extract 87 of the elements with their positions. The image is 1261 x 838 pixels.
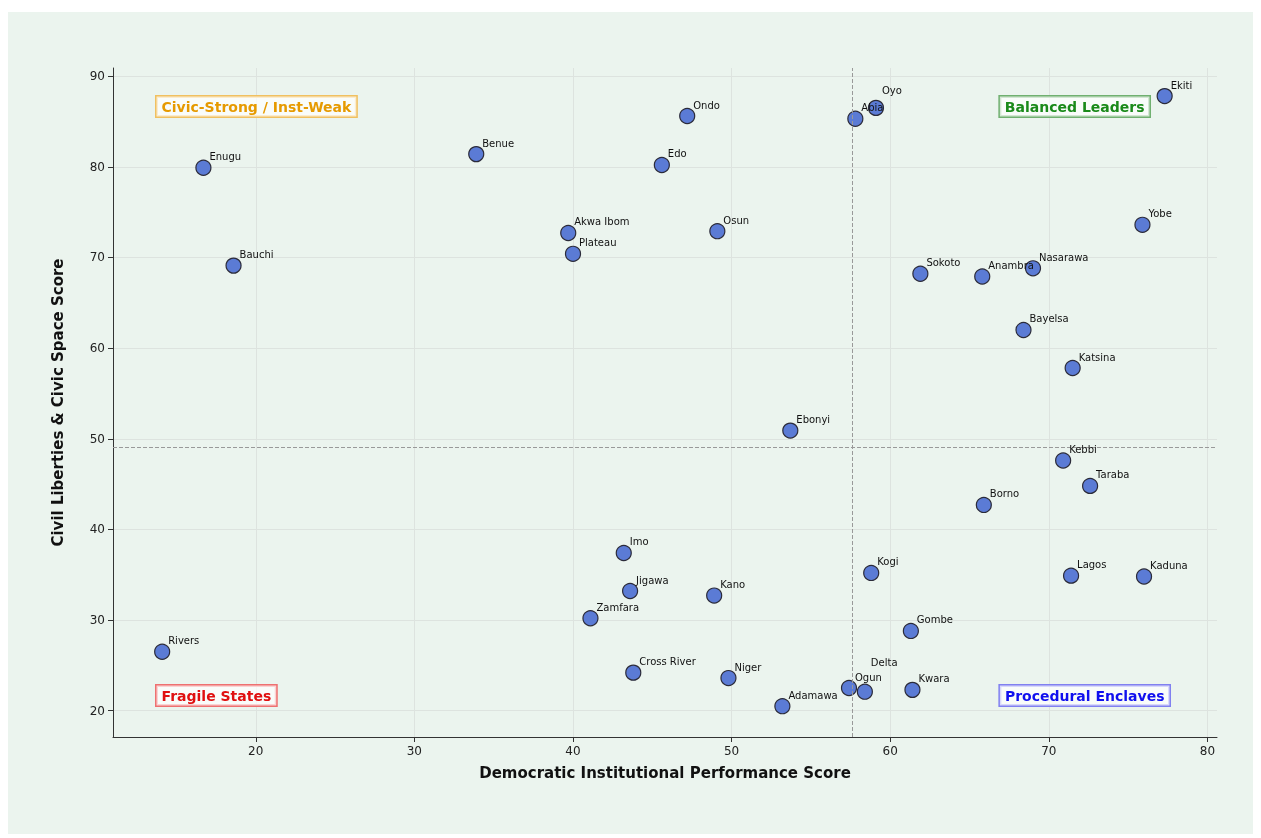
annotation: Niger — [734, 661, 763, 673]
annotation: Fragile States — [161, 687, 272, 704]
annotation: Civic-Strong / Inst-Weak — [161, 98, 353, 115]
annotation: Kebbi — [1069, 444, 1097, 456]
point — [1134, 216, 1151, 233]
point — [902, 622, 919, 640]
point — [1064, 359, 1081, 377]
point — [564, 245, 582, 262]
point — [904, 681, 921, 698]
annotation: Bayelsa — [1029, 313, 1069, 325]
annotation: Bauchi — [239, 249, 274, 261]
annotation: Plateau — [579, 237, 617, 249]
point — [225, 257, 242, 274]
y-tick-label: 20 — [89, 703, 105, 718]
point — [195, 159, 212, 176]
y-tick-label: 80 — [89, 159, 105, 174]
annotation: Nasarawa — [1039, 251, 1089, 263]
point — [974, 268, 991, 285]
point — [468, 146, 485, 163]
annotation: Sokoto — [926, 257, 961, 269]
point — [975, 496, 992, 514]
point — [709, 223, 726, 240]
point — [774, 698, 791, 715]
annotation: Procedural Enclaves — [1004, 687, 1165, 704]
annotation: Osun — [723, 214, 750, 226]
annotation: Edo — [667, 148, 687, 160]
point — [154, 643, 171, 660]
annotation: Borno — [989, 488, 1020, 500]
x-axis-title: Democratic Institutional Performance Score — [479, 763, 851, 782]
annotation: Balanced Leaders — [1004, 98, 1145, 115]
x-tick-label: 40 — [565, 744, 581, 758]
point — [1135, 568, 1153, 585]
y-tick-label: 40 — [89, 522, 105, 537]
y-tick-label: 30 — [89, 613, 105, 628]
annotation: Enugu — [209, 151, 242, 163]
annotation: Ekiti — [1170, 79, 1193, 91]
point — [912, 265, 929, 282]
annotation: Cross River — [639, 656, 697, 668]
point — [1156, 88, 1173, 105]
point — [856, 683, 873, 700]
y-axis-title: Civil Liberties & Civic Space Score — [48, 258, 67, 547]
annotation: Akwa Ibom — [574, 216, 630, 228]
point — [625, 664, 642, 681]
point — [863, 564, 880, 582]
point — [1015, 321, 1032, 339]
point — [782, 422, 799, 439]
annotation: Katsina — [1078, 351, 1116, 363]
point — [560, 224, 577, 242]
annotation: Rivers — [168, 635, 200, 647]
y-tick-label: 50 — [89, 431, 105, 446]
y-tick-label: 90 — [89, 69, 105, 84]
point — [720, 669, 737, 687]
point — [1082, 477, 1099, 494]
x-tick-label: 70 — [1041, 744, 1057, 758]
annotation: Yobe — [1147, 208, 1172, 220]
annotation: Benue — [482, 137, 515, 149]
point — [847, 110, 864, 127]
point — [653, 156, 670, 174]
point — [679, 107, 696, 125]
y-tick-label: 60 — [89, 341, 105, 356]
annotation: Zamfara — [596, 601, 640, 613]
annotation: Kaduna — [1150, 560, 1188, 572]
x-tick-label: 20 — [248, 744, 264, 758]
point — [1062, 567, 1080, 584]
annotation: Jigawa — [635, 574, 669, 586]
annotation: Taraba — [1095, 469, 1130, 481]
x-tick-label: 60 — [882, 744, 898, 758]
x-tick-label: 80 — [1199, 744, 1216, 758]
annotation: Lagos — [1077, 559, 1107, 571]
point — [615, 544, 632, 562]
point — [706, 587, 723, 604]
annotation: Ebonyi — [796, 414, 831, 426]
point — [1055, 452, 1072, 469]
point — [582, 610, 599, 627]
annotation: Imo — [629, 536, 649, 548]
annotation: Kogi — [877, 556, 899, 568]
x-tick-label: 30 — [406, 744, 423, 758]
x-tick-label: 50 — [723, 744, 740, 758]
annotation: Delta — [870, 657, 898, 669]
annotation: Kwara — [918, 673, 950, 685]
annotation: Gombe — [916, 614, 953, 626]
annotation: Adamawa — [788, 689, 838, 701]
annotation: Ogun — [855, 671, 882, 683]
annotation: Ondo — [693, 99, 720, 111]
annotation: Kano — [720, 579, 746, 591]
y-tick-label: 70 — [89, 250, 105, 265]
annotation: Oyo — [881, 85, 902, 97]
